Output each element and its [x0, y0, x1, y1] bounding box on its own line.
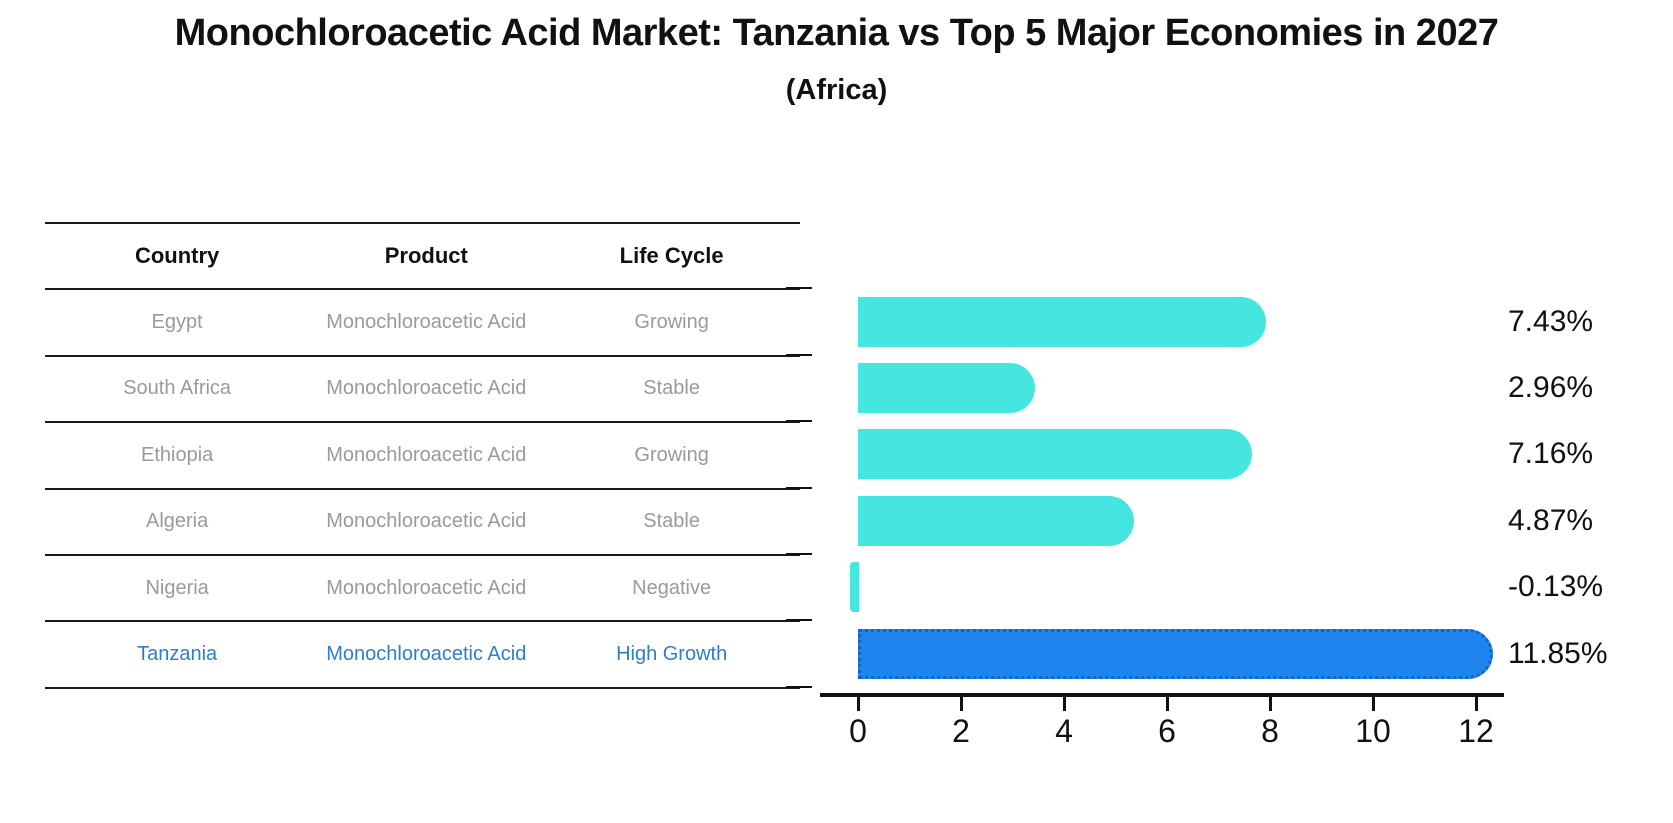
value-label-algeria: 4.87% — [1508, 503, 1594, 537]
x-tick-label-6: 6 — [1158, 713, 1176, 749]
country-cell: Ethiopia — [140, 443, 214, 466]
country-cell: Egypt — [151, 311, 203, 334]
bar-tanzania — [858, 628, 1494, 679]
life-cycle-cell: Growing — [634, 443, 709, 466]
x-axis-line — [820, 693, 1504, 697]
table-row-south-africa: South Africa Monochloroacetic Acid Stable — [45, 354, 800, 421]
table-row-tanzania: Tanzania Monochloroacetic Acid High Growth — [45, 620, 800, 686]
x-tick-mark-12 — [1474, 697, 1478, 711]
table-header-life-cycle: Life Cycle — [619, 243, 724, 269]
product-cell: Monochloroacetic Acid — [326, 510, 527, 533]
country-cell: Algeria — [145, 510, 209, 533]
x-tick-label-0: 0 — [849, 713, 867, 749]
x-tick-label-8: 8 — [1261, 713, 1279, 749]
table-row-nigeria: Nigeria Monochloroacetic Acid Negative — [45, 553, 800, 620]
x-tick-mark-0 — [856, 697, 860, 711]
chart-title: Monochloroacetic Acid Market: Tanzania v… — [174, 12, 1499, 54]
product-cell: Monochloroacetic Acid — [326, 311, 527, 334]
x-tick-label-12: 12 — [1458, 713, 1494, 749]
table-row-egypt: Egypt Monochloroacetic Acid Growing — [45, 288, 800, 354]
x-tick-label-2: 2 — [952, 713, 970, 749]
x-tick-label-4: 4 — [1055, 713, 1073, 749]
country-cell: Tanzania — [137, 643, 218, 666]
table-header-product: Product — [384, 243, 468, 269]
x-tick-mark-8 — [1268, 697, 1272, 711]
country-cell: Nigeria — [145, 576, 209, 599]
product-cell: Monochloroacetic Acid — [326, 576, 527, 599]
table-header-row: Country Product Life Cycle — [45, 222, 800, 288]
value-label-tanzania: 11.85% — [1508, 636, 1608, 670]
life-cycle-cell: Stable — [643, 510, 700, 533]
value-label-south-africa: 2.96% — [1508, 371, 1594, 404]
bar-ethiopia — [858, 429, 1252, 480]
value-label-nigeria: -0.13% — [1508, 570, 1604, 604]
life-cycle-cell: Growing — [634, 311, 709, 334]
x-tick-mark-4 — [1062, 697, 1066, 711]
chart-subtitle: (Africa) — [785, 74, 888, 106]
value-label-ethiopia: 7.16% — [1508, 437, 1594, 471]
table-row-algeria: Algeria Monochloroacetic Acid Stable — [45, 487, 800, 554]
table-row-ethiopia: Ethiopia Monochloroacetic Acid Growing — [45, 421, 800, 487]
bar-south-africa — [858, 363, 1036, 413]
x-tick-mark-10 — [1371, 697, 1375, 711]
x-tick-mark-2 — [959, 697, 963, 711]
life-cycle-cell: High Growth — [616, 643, 728, 666]
bar-algeria — [858, 495, 1134, 546]
product-cell: Monochloroacetic Acid — [326, 643, 527, 666]
bar-egypt — [858, 296, 1266, 347]
life-cycle-cell: Negative — [632, 576, 712, 599]
product-cell: Monochloroacetic Acid — [326, 377, 527, 400]
table-header-country: Country — [134, 243, 220, 269]
value-label-egypt: 7.43% — [1508, 304, 1594, 338]
bar-nigeria — [850, 562, 859, 613]
country-cell: South Africa — [123, 377, 232, 400]
country-table: Country Product Life Cycle Egypt Monochlo… — [45, 222, 800, 689]
product-cell: Monochloroacetic Acid — [326, 443, 527, 466]
x-tick-mark-6 — [1165, 697, 1169, 711]
x-tick-label-10: 10 — [1355, 713, 1391, 749]
table-body: Egypt Monochloroacetic Acid Growing South A… — [45, 288, 800, 686]
life-cycle-cell: Stable — [643, 377, 700, 400]
